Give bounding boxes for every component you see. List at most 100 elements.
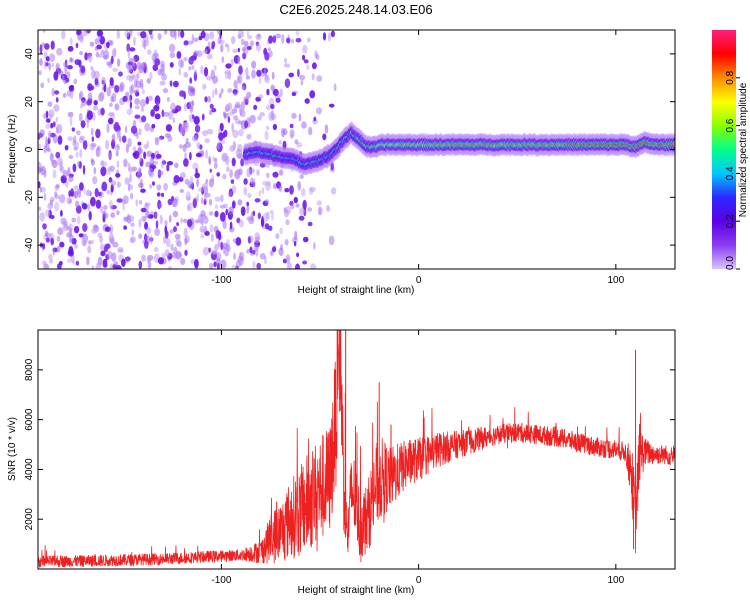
spectrogram-noise-cell (59, 166, 65, 173)
spectrogram-noise-cell (227, 116, 231, 123)
spectrogram-noise-cell (50, 40, 55, 50)
spectrogram-noise-cell (112, 67, 119, 73)
spectrogram-noise-cell (225, 208, 228, 216)
spectrogram-noise-cell (102, 210, 107, 219)
spectrogram-noise-cell (113, 261, 119, 266)
spectrogram-noise-cell (80, 120, 86, 128)
spectrogram-noise-cell (62, 170, 69, 178)
spectrogram-ticks: -100 0 100 -40 -20 0 20 40 (24, 30, 675, 286)
spectrogram-noise-cell (110, 95, 115, 103)
spectrogram-noise-cell (295, 263, 300, 269)
spectrogram-noise-cell (43, 169, 47, 178)
spectrogram-noise-cell (222, 242, 228, 250)
spectrogram-noise-cell (103, 49, 110, 60)
spectrogram-noise-cell (287, 262, 292, 269)
spectrogram-noise-cell (237, 55, 241, 65)
spectrogram-noise-cell (271, 71, 275, 80)
spectrogram-noise-cell (196, 142, 201, 149)
spectrogram-noise-cell (210, 249, 217, 255)
spectrogram-noise-cell (145, 96, 149, 105)
spectrogram-noise-cell (224, 43, 229, 48)
spectrogram-noise-cell (258, 77, 262, 85)
spectrogram-noise-cell (183, 56, 188, 62)
spectrogram-noise-cell (165, 237, 171, 248)
spectrogram-noise-cell (83, 187, 86, 195)
spectrogram-noise-cell (214, 204, 218, 210)
spectrogram-noise-cell (235, 175, 240, 180)
spectrogram-noise-cell (205, 75, 212, 81)
spectrogram-noise-cell (284, 188, 290, 193)
colorbar-tick-label: 0.4 (725, 166, 736, 180)
snr-y-axis-label: SNR (10 * v/v) (7, 417, 18, 481)
spectrogram-noise-cell (164, 230, 169, 239)
spectrogram-noise-cell (92, 105, 98, 111)
spectrogram-noise-cell (223, 129, 228, 138)
spectrogram-noise-cell (186, 196, 191, 201)
spectrogram-noise-cell (91, 127, 94, 136)
spectrogram-noise-cell (328, 235, 335, 246)
spectrogram-noise-cell (67, 111, 74, 118)
spectrogram-noise-cell (203, 193, 207, 202)
spectrogram-noise-cell (91, 228, 98, 234)
spectrogram-noise-cell (330, 30, 335, 38)
spectrogram-noise-cell (233, 115, 239, 121)
spectrogram-noise-cell (264, 130, 269, 141)
spectrogram-noise-cell (233, 80, 238, 89)
spectrogram-noise-cell (124, 177, 130, 185)
spectrogram-noise-cell (47, 130, 52, 141)
spectrogram-noise-cell (163, 183, 169, 191)
x-tick-label: 0 (416, 275, 422, 286)
spectrogram-noise-cell (237, 199, 243, 206)
spectrogram-noise-cell (209, 224, 214, 233)
spectrogram-noise-cell (45, 136, 48, 147)
spectrogram-noise-cell (318, 207, 323, 216)
spectrogram-noise-cell (191, 100, 195, 106)
snr-marks (38, 330, 675, 568)
spectrogram-noise-cell (187, 181, 194, 189)
spectrogram-noise-cell (146, 150, 153, 158)
spectrogram-noise-cell (72, 139, 77, 147)
spectrogram-noise-cell (240, 38, 245, 46)
spectrogram-noise-cell (194, 124, 201, 133)
spectrogram-noise-cell (196, 193, 200, 202)
spectrogram-noise-cell (232, 238, 237, 244)
spectrogram-noise-cell (266, 180, 271, 187)
spectrogram-noise-cell (133, 36, 136, 47)
spectrogram-marks (38, 30, 675, 269)
spectrogram-noise-cell (63, 61, 68, 68)
spectrogram-noise-cell (138, 154, 143, 162)
y-tick-label: 20 (24, 96, 35, 108)
spectrogram-noise-cell (208, 198, 213, 206)
spectrogram-noise-cell (116, 58, 121, 67)
spectrogram-noise-cell (179, 90, 185, 97)
spectrogram-noise-cell (99, 91, 105, 99)
spectrogram-noise-cell (127, 64, 133, 74)
spectrogram-noise-cell (135, 73, 139, 84)
spectrogram-noise-cell (154, 95, 161, 106)
spectrogram-noise-cell (224, 113, 229, 119)
spectrogram-noise-cell (175, 237, 181, 247)
spectrogram-noise-cell (257, 115, 262, 121)
spectrogram-noise-cell (231, 157, 236, 167)
spectrogram-noise-cell (87, 203, 90, 212)
spectrogram-noise-cell (78, 33, 84, 44)
spectrogram-noise-cell (75, 260, 80, 266)
spectrogram-noise-cell (302, 54, 306, 61)
spectrogram-noise-cell (299, 207, 305, 215)
spectrogram-noise-cell (246, 167, 251, 178)
spectrogram-noise-cell (68, 175, 74, 183)
spectrogram-noise-cell (183, 71, 189, 78)
spectrogram-noise-cell (203, 49, 208, 54)
spectrogram-noise-cell (93, 70, 100, 80)
spectrogram-noise-cell (124, 30, 130, 37)
spectrogram-panel: -100 0 100 -40 -20 0 20 40 Height of straight l… (7, 29, 749, 296)
spectrogram-noise-cell (158, 203, 163, 208)
spectrogram-noise-cell (54, 90, 60, 95)
spectrogram-noise-cell (42, 30, 46, 33)
spectrogram-noise-cell (146, 78, 151, 84)
spectrogram-noise-cell (154, 58, 160, 66)
spectrogram-noise-cell (47, 77, 50, 84)
spectrogram-noise-cell (178, 144, 183, 149)
spectrogram-noise-cell (119, 81, 125, 92)
